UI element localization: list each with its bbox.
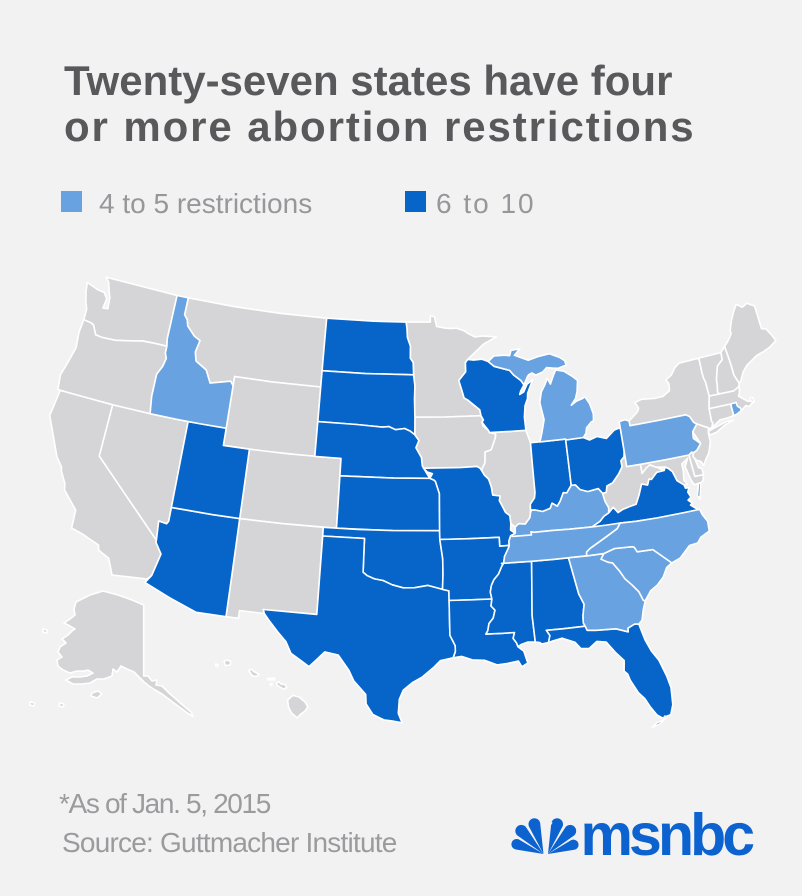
svg-text:msnbc: msnbc bbox=[581, 805, 755, 868]
